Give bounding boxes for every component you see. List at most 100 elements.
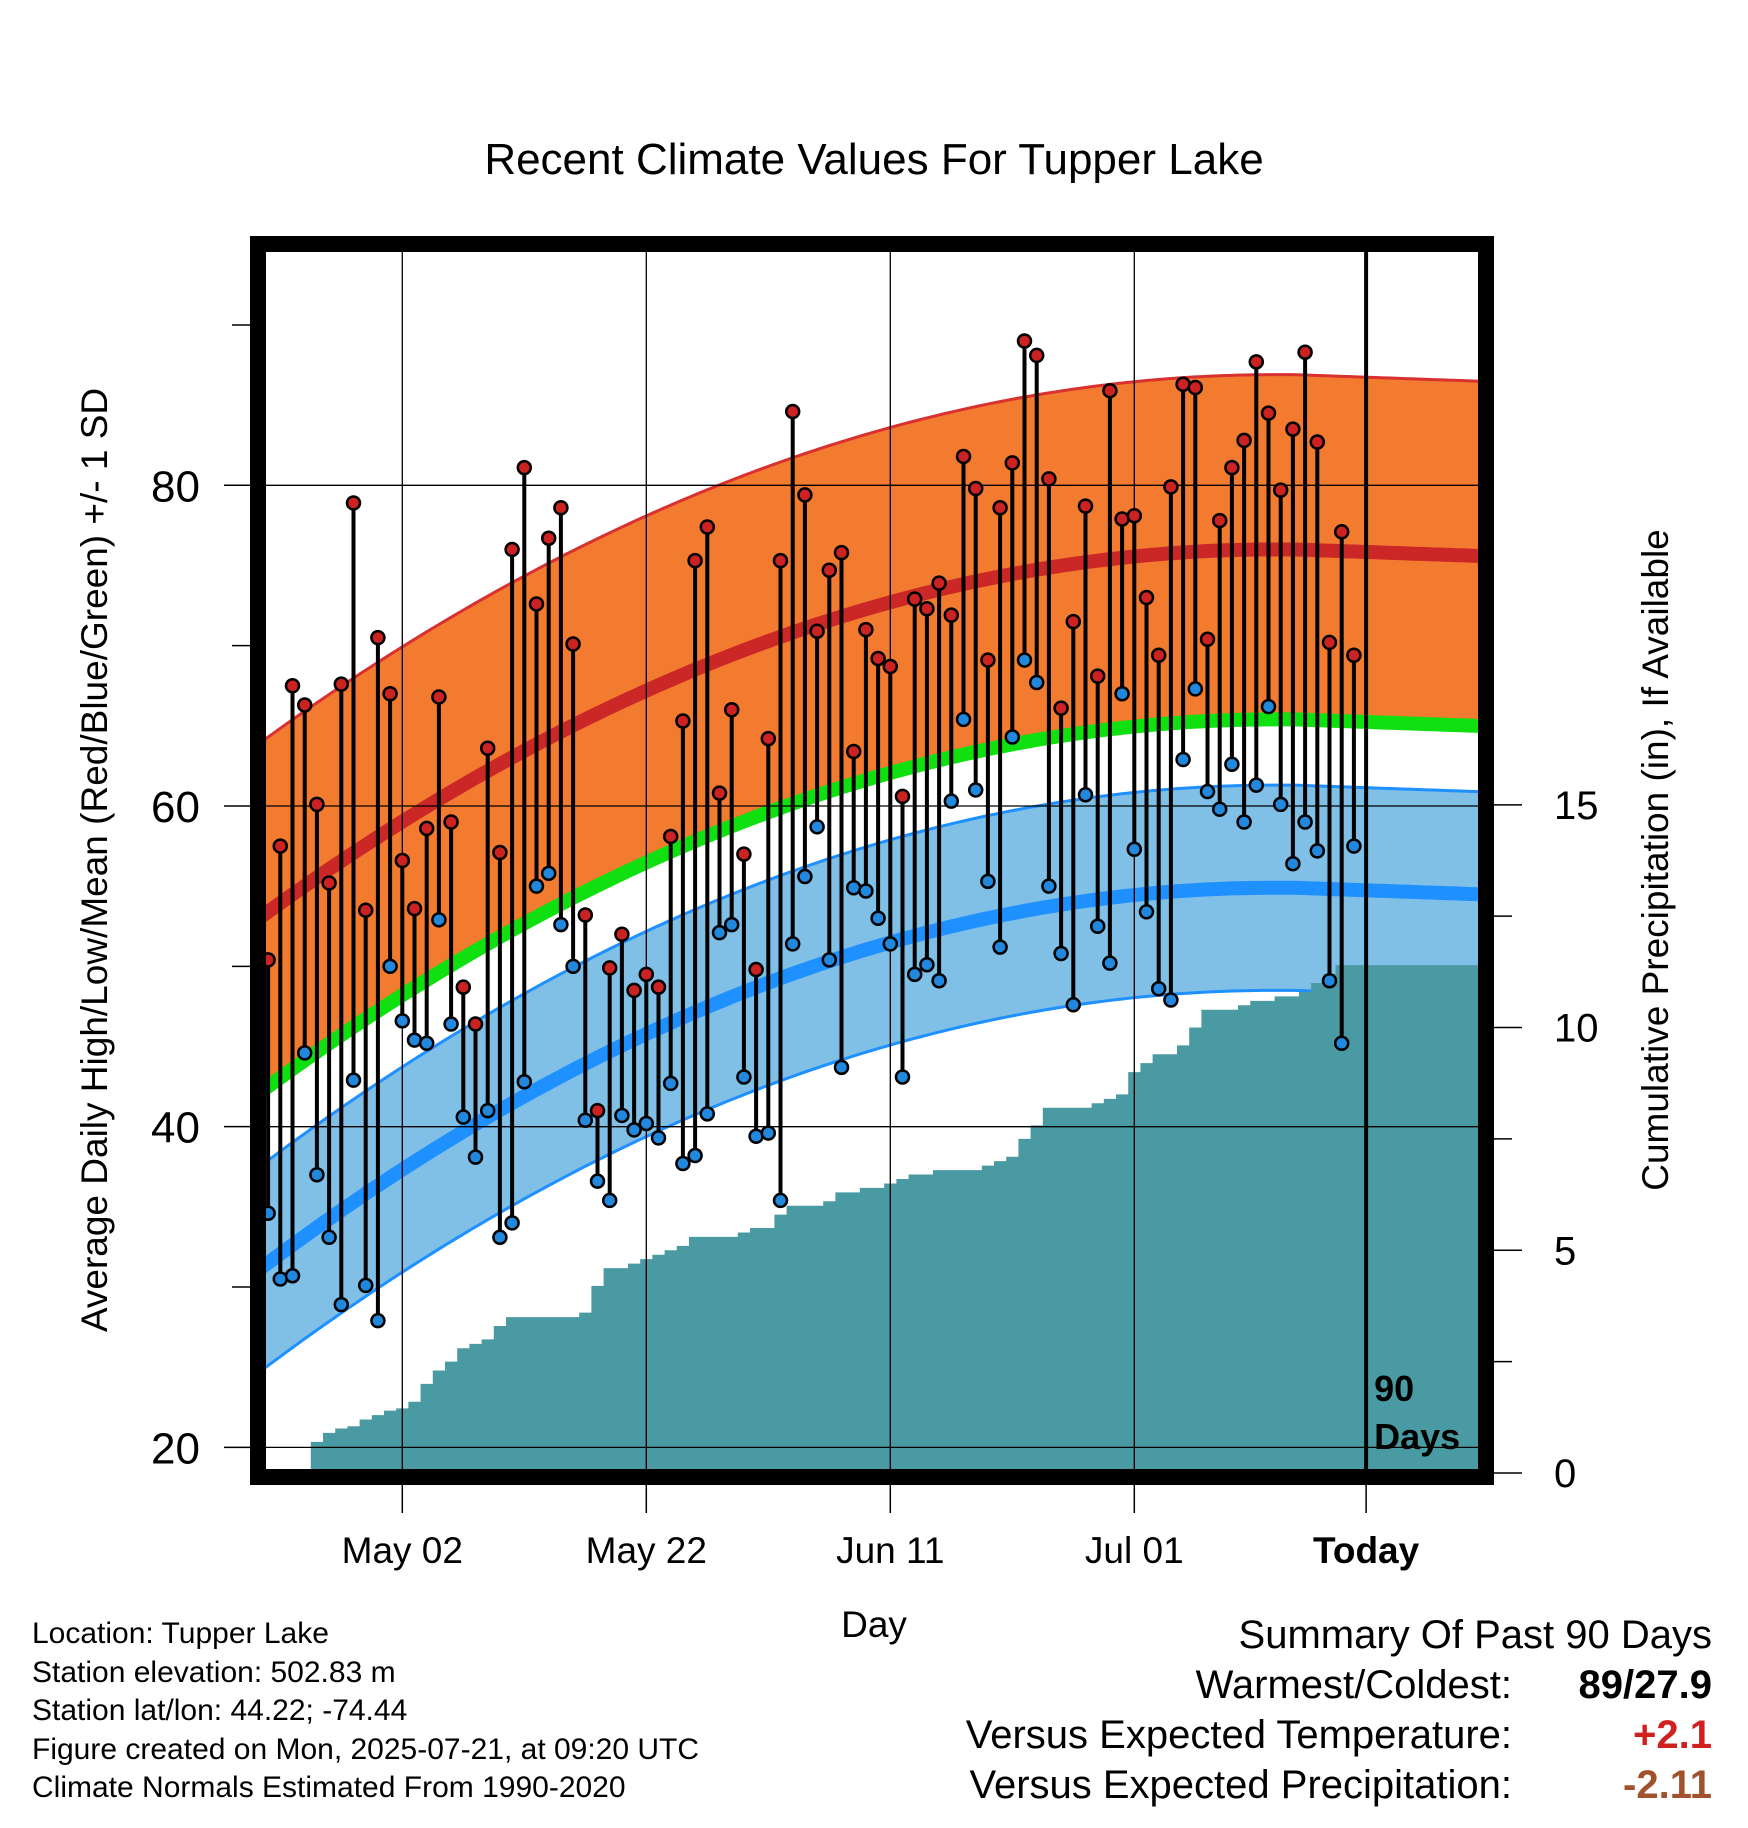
high-point [797, 487, 813, 503]
high-point [1272, 482, 1289, 498]
low-point [1150, 981, 1167, 997]
y2-tick-label: 0 [1554, 1452, 1576, 1496]
high-point [675, 713, 691, 729]
high-point [723, 702, 740, 718]
low-point [906, 966, 923, 983]
high-point [1163, 479, 1179, 495]
y2-tick-label: 10 [1554, 1007, 1599, 1051]
low-point [1333, 1035, 1350, 1052]
low-point [1065, 997, 1082, 1013]
low-point [1236, 814, 1252, 830]
low-point [589, 1173, 606, 1189]
high-point [943, 607, 960, 623]
low-point [272, 1271, 289, 1287]
low-point [894, 1069, 911, 1085]
normals-text: Climate Normals Estimated From 1990-2020 [32, 1771, 626, 1804]
low-point [455, 1109, 472, 1125]
low-point [797, 868, 813, 885]
low-point [614, 1107, 630, 1124]
high-point [638, 966, 655, 983]
high-point [321, 875, 337, 891]
high-point [406, 900, 423, 917]
high-point [1102, 382, 1118, 399]
high-point [1114, 511, 1130, 527]
high-point [1260, 405, 1277, 421]
high-point [504, 541, 520, 558]
low-point [845, 880, 862, 896]
high-point [1187, 379, 1204, 396]
low-point [431, 912, 447, 928]
low-point [1028, 674, 1045, 691]
low-point [919, 956, 935, 973]
high-point [370, 629, 386, 646]
y-tick-label: 60 [151, 783, 200, 832]
high-point [1126, 508, 1143, 524]
low-point [479, 1102, 496, 1119]
high-point [1004, 455, 1021, 471]
low-point [540, 865, 557, 882]
low-point [1077, 787, 1094, 803]
low-point [638, 1115, 655, 1132]
low-point [1102, 955, 1118, 971]
high-point [1150, 647, 1167, 664]
high-point [479, 740, 496, 757]
low-point [284, 1268, 301, 1284]
low-point [699, 1106, 716, 1122]
low-point [882, 936, 899, 952]
plot-area: 90 Days 20 40 60 80 0 5 10 15 May 02 May 22 Jun 11 Ju… [151, 236, 1599, 1571]
low-point [675, 1155, 691, 1172]
y-tick-label: 20 [151, 1424, 200, 1473]
high-point [687, 552, 703, 569]
location-text: Location: Tupper Lake [32, 1617, 329, 1650]
high-point [1077, 498, 1094, 514]
low-point [296, 1045, 313, 1061]
high-point [699, 519, 716, 535]
high-point [845, 743, 862, 760]
low-point [345, 1072, 362, 1088]
high-point [870, 650, 886, 667]
low-point [992, 939, 1008, 955]
high-point [345, 495, 362, 511]
mean-normal-line [262, 712, 1482, 1100]
low-point [1297, 814, 1313, 830]
high-point [894, 788, 911, 805]
low-point [809, 819, 825, 835]
low-point [1138, 904, 1155, 920]
high-point [1346, 647, 1362, 664]
high-point [980, 652, 996, 668]
low-point [760, 1125, 777, 1141]
low-point [821, 952, 838, 968]
low-point [1272, 796, 1289, 813]
window-label-days-unit: Days [1374, 1416, 1460, 1457]
low-point [955, 711, 972, 728]
high-point [418, 820, 435, 837]
x-tick-label: Jul 01 [1085, 1530, 1184, 1571]
low-point [333, 1296, 350, 1313]
high-point [967, 480, 984, 497]
high-point [565, 636, 581, 652]
high-point [333, 676, 350, 692]
low-point [516, 1074, 533, 1090]
low-point [1114, 685, 1130, 702]
low-point [492, 1229, 508, 1246]
low-point [553, 916, 569, 933]
low-point [650, 1130, 667, 1146]
high-point [650, 979, 667, 995]
high-point [1211, 512, 1228, 529]
low-point [1260, 698, 1277, 715]
high-point [1089, 668, 1106, 684]
high-point [601, 960, 618, 976]
low-point [784, 936, 801, 952]
high-point [736, 846, 752, 862]
low-point [1187, 681, 1204, 697]
x-tick-label: Today [1313, 1530, 1420, 1571]
high-point [1321, 634, 1338, 651]
low-point [1248, 777, 1265, 793]
low-point [748, 1128, 764, 1145]
high-point [821, 562, 838, 579]
y2-tick-label: 15 [1554, 784, 1599, 828]
high-point [443, 814, 459, 830]
high-point [833, 544, 850, 561]
low-point [357, 1277, 374, 1294]
